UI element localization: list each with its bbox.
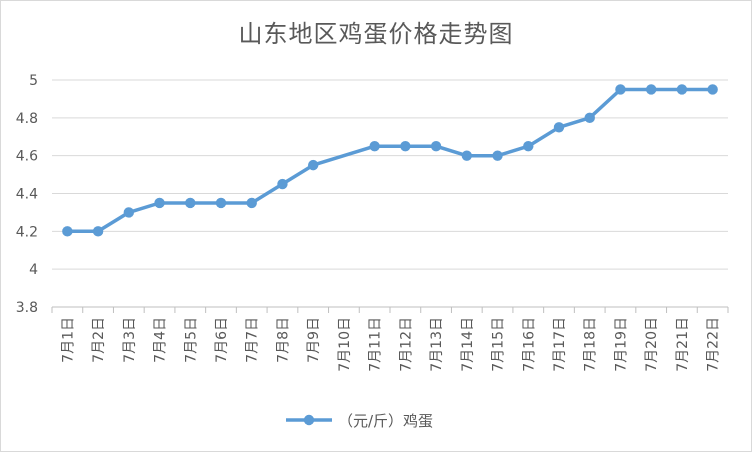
data-point — [615, 84, 626, 95]
x-tick-label: 7月21日 — [675, 317, 691, 372]
x-tick-label: 7月14日 — [460, 317, 476, 372]
data-point — [523, 141, 534, 152]
x-tick-label: 7月18日 — [583, 317, 599, 372]
x-tick-label: 7月6日 — [214, 317, 230, 363]
y-tick-label: 4.2 — [16, 224, 38, 240]
data-point — [645, 84, 657, 95]
x-tick-label: 7月19日 — [613, 317, 629, 372]
x-tick-label: 7月2日 — [91, 317, 107, 363]
x-tick-label: 7月8日 — [275, 317, 291, 363]
x-tick-label: 7月15日 — [491, 317, 507, 372]
x-tick-label: 7月22日 — [706, 317, 722, 372]
data-point — [584, 112, 595, 124]
x-tick-label: 7月7日 — [245, 317, 261, 363]
data-point — [215, 197, 227, 209]
data-point — [492, 150, 503, 161]
data-point — [92, 226, 104, 237]
legend-marker — [303, 414, 315, 426]
data-point — [185, 197, 196, 209]
x-tick-label: 7月13日 — [429, 317, 445, 372]
legend: （元/斤）鸡蛋 — [286, 412, 433, 430]
x-axis-ticks: 7月1日 7月2日 7月3日 7月4日 7月5日 7月6日 7月7日 7月8日 7月9日 7月10… — [60, 317, 721, 372]
y-tick-label: 4.4 — [16, 187, 38, 203]
series-layer — [62, 84, 718, 237]
data-point — [461, 150, 473, 161]
data-point — [430, 141, 442, 152]
data-point — [277, 178, 288, 190]
data-point — [676, 84, 688, 95]
x-tick-label: 7月3日 — [122, 317, 138, 363]
x-tick-label: 7月17日 — [552, 317, 568, 372]
x-tick-label: 7月12日 — [398, 317, 414, 372]
data-point — [62, 226, 73, 237]
x-tick-label: 7月16日 — [521, 317, 537, 372]
x-tick-label: 7月20日 — [644, 317, 660, 372]
data-point — [400, 141, 411, 152]
data-point — [553, 122, 565, 133]
x-tick-label: 7月11日 — [368, 317, 384, 372]
y-tick-label: 4 — [29, 262, 38, 278]
gridlines — [52, 79, 728, 270]
y-axis-ticks: 3.8 4 4.2 4.4 4.6 4.8 5 — [16, 73, 38, 316]
y-tick-label: 5 — [29, 73, 38, 89]
x-tick-label: 7月9日 — [306, 317, 322, 363]
data-point — [369, 141, 380, 152]
data-point — [154, 197, 165, 209]
data-point — [246, 197, 257, 209]
data-point — [307, 159, 319, 171]
data-point — [707, 84, 718, 95]
data-point — [123, 207, 135, 218]
y-tick-label: 3.8 — [16, 300, 38, 316]
legend-label: （元/斤）鸡蛋 — [338, 412, 433, 430]
x-axis — [51, 306, 729, 313]
x-tick-label: 7月10日 — [337, 317, 353, 372]
x-tick-label: 7月1日 — [60, 317, 76, 363]
series-line — [65, 87, 715, 234]
x-tick-label: 7月4日 — [153, 317, 169, 363]
y-tick-label: 4.6 — [16, 149, 38, 165]
x-tick-label: 7月5日 — [183, 317, 199, 363]
chart-title: 山东地区鸡蛋价格走势图 — [238, 20, 514, 48]
y-tick-label: 4.8 — [16, 111, 38, 127]
